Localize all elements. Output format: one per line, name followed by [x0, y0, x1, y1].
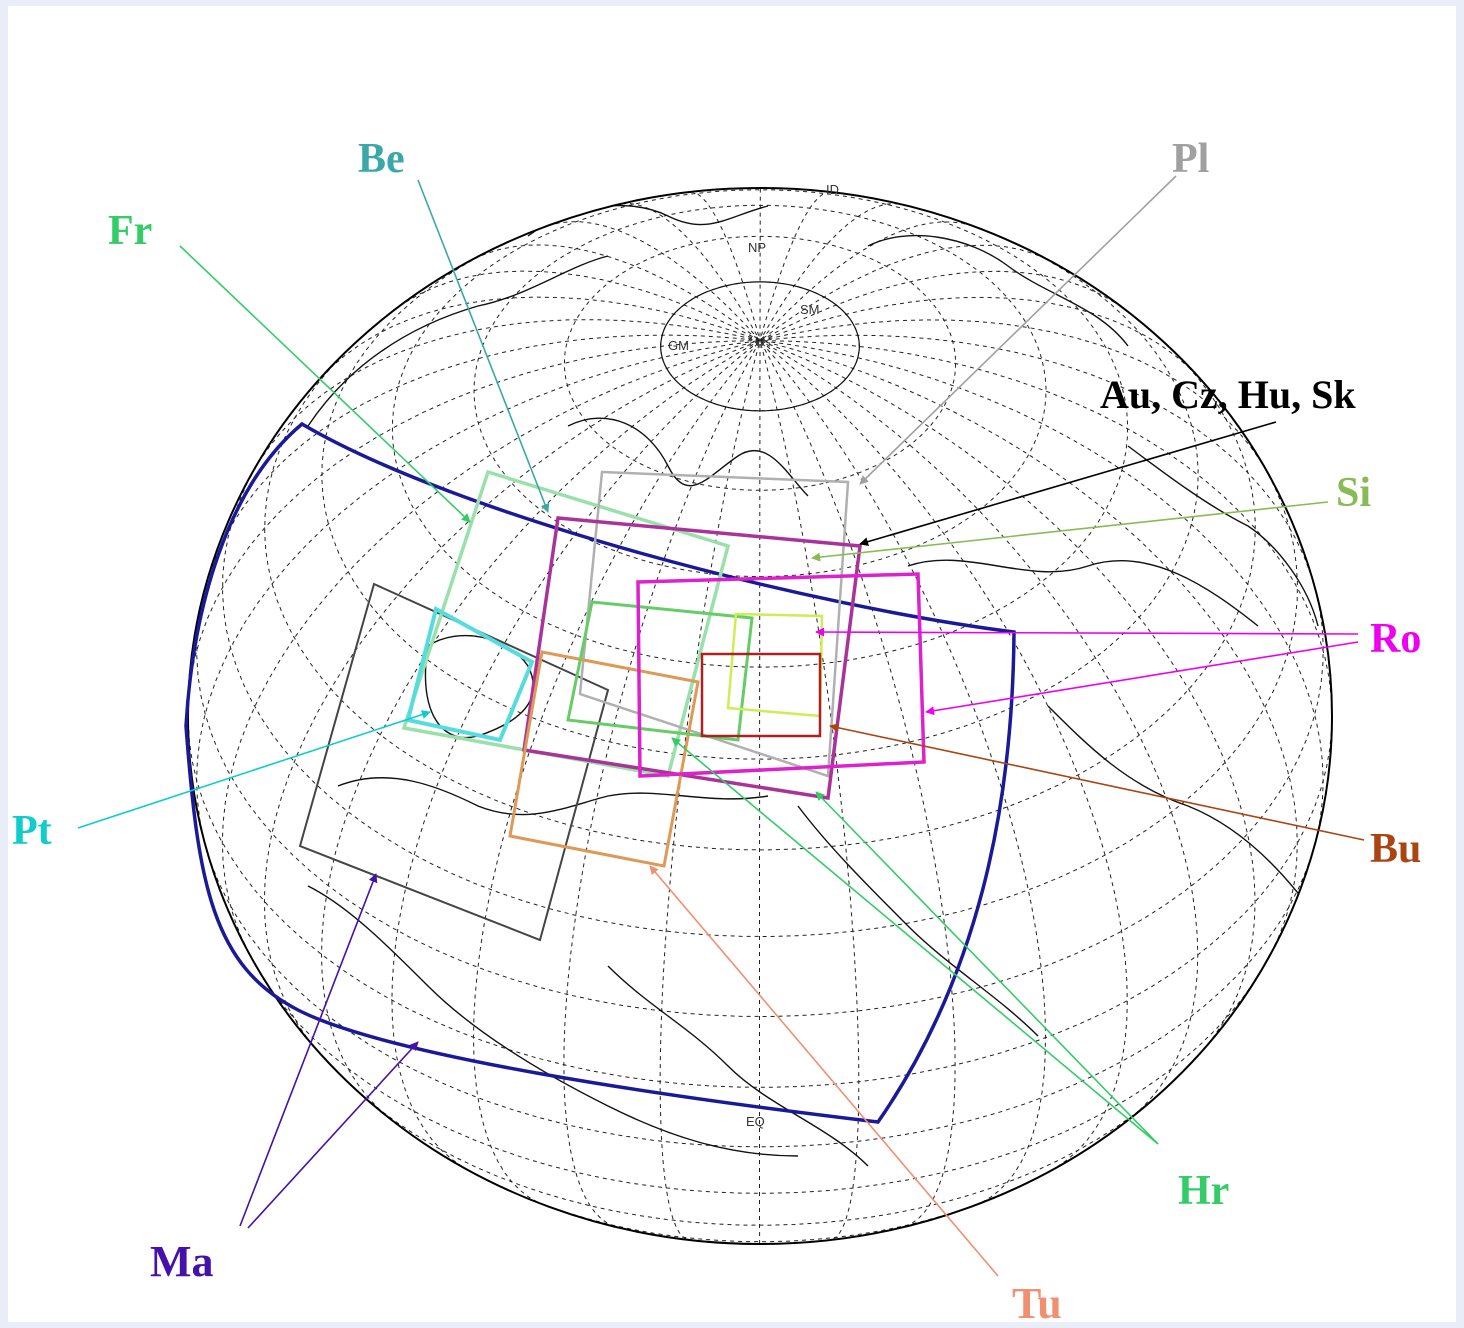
label-aucz: Au, Cz, Hu, Sk	[1100, 372, 1356, 417]
graticule-line	[527, 1197, 986, 1243]
arrow-aucz	[859, 421, 1277, 547]
coastline	[307, 255, 609, 427]
label-ro: Ro	[1370, 616, 1421, 662]
label-be: Be	[358, 136, 405, 182]
coastline	[337, 777, 769, 816]
graticule-line	[563, 340, 761, 1227]
coastline	[1047, 705, 1309, 907]
graticule-line	[188, 722, 1332, 1088]
domain-pt	[405, 605, 535, 743]
graticule-line	[759, 340, 1256, 1039]
arrow-ma-1	[239, 873, 378, 1227]
label-hr: Hr	[1178, 1168, 1229, 1214]
graticule-line	[759, 270, 1129, 342]
graticule-line	[759, 340, 1047, 1203]
arrow-hr-1	[671, 737, 1159, 1145]
graticule-line	[264, 348, 1256, 851]
graticule-line	[759, 296, 1202, 381]
label-si: Si	[1336, 470, 1371, 516]
leader-arrows	[77, 175, 1365, 1277]
coastline	[1127, 445, 1319, 627]
arrow-bu	[829, 723, 1365, 841]
map-figure: NP GM ID SM EQ	[8, 6, 1456, 1322]
graticule-line	[759, 340, 1298, 954]
graticule-line	[257, 319, 761, 463]
sm-label: SM	[800, 302, 820, 317]
graticule-line	[318, 296, 761, 381]
domain-hr	[566, 600, 754, 742]
graticule-line	[759, 340, 1332, 717]
arrow-hr-2	[815, 791, 1159, 1145]
graticule-line	[320, 340, 761, 1111]
arrow-pt	[77, 710, 431, 829]
graticule-line	[759, 340, 1199, 1122]
graticule-line	[759, 244, 1047, 342]
label-pt: Pt	[12, 808, 52, 854]
graticule-line	[759, 340, 1324, 839]
graticule-line	[474, 244, 761, 342]
graticule-line	[759, 334, 1312, 576]
coastline	[867, 234, 1129, 347]
np-label: NP	[748, 240, 766, 255]
id-label: ID	[826, 182, 839, 197]
label-fr: Fr	[108, 208, 152, 254]
graticule-line	[391, 340, 761, 1168]
arrow-si	[811, 501, 1329, 562]
eq-label: EQ	[746, 1114, 765, 1129]
arrow-be	[417, 179, 550, 513]
coastline	[567, 417, 809, 497]
globe-graticule	[188, 188, 1332, 1244]
graticule-line	[759, 340, 761, 1244]
gm-label: GM	[668, 338, 689, 353]
graticule-line	[473, 204, 1047, 578]
graticule-line	[208, 334, 761, 575]
graticule-line	[405, 270, 761, 342]
domain-other	[298, 582, 610, 942]
polar-circle	[660, 281, 860, 412]
arrow-tu	[649, 865, 999, 1277]
domain-bu	[700, 652, 822, 738]
graticule-line	[363, 1088, 1166, 1226]
graticule-line	[222, 467, 1298, 938]
graticule-line	[759, 319, 1263, 464]
domain-pl	[578, 470, 850, 778]
coastline	[797, 805, 1039, 1037]
label-tu: Tu	[1012, 1279, 1062, 1322]
arrow-ma-2	[247, 1041, 419, 1229]
globe-map: NP GM ID SM EQ	[12, 136, 1421, 1322]
graticule-line	[759, 340, 860, 1240]
label-ma: Ma	[150, 1237, 214, 1286]
domain-ma	[184, 421, 1016, 1124]
graticule-line	[188, 340, 761, 697]
arrow-ro-2	[925, 641, 1359, 716]
graticule-line	[759, 340, 956, 1228]
coastline	[424, 634, 535, 739]
graticule-line	[260, 974, 1256, 1194]
domain-tu	[508, 650, 700, 868]
label-pl: Pl	[1172, 136, 1209, 182]
graticule-line	[759, 191, 831, 341]
graticule-line	[621, 202, 761, 341]
graticule-line	[221, 340, 761, 953]
graticule-line	[263, 340, 761, 1039]
coastline	[907, 559, 1259, 627]
coastline	[307, 885, 799, 1157]
graticule-line	[759, 340, 1128, 1168]
arrow-pl	[859, 175, 1177, 485]
graticule-line	[196, 587, 1324, 1018]
arrow-ro-1	[815, 627, 1359, 637]
graticule-line	[210, 851, 1314, 1148]
graticule-line	[196, 340, 761, 839]
graticule-line	[690, 191, 761, 341]
graticule-line	[547, 221, 761, 341]
graticule-line	[759, 203, 899, 341]
arrow-fr	[179, 245, 471, 523]
domain-ro	[636, 572, 926, 778]
label-bu: Bu	[1370, 826, 1421, 872]
graticule-line	[659, 340, 761, 1240]
model-domains	[184, 421, 1016, 1124]
graticule-line	[391, 189, 1129, 668]
coastline	[607, 965, 869, 1167]
domain-aucz	[522, 516, 862, 801]
